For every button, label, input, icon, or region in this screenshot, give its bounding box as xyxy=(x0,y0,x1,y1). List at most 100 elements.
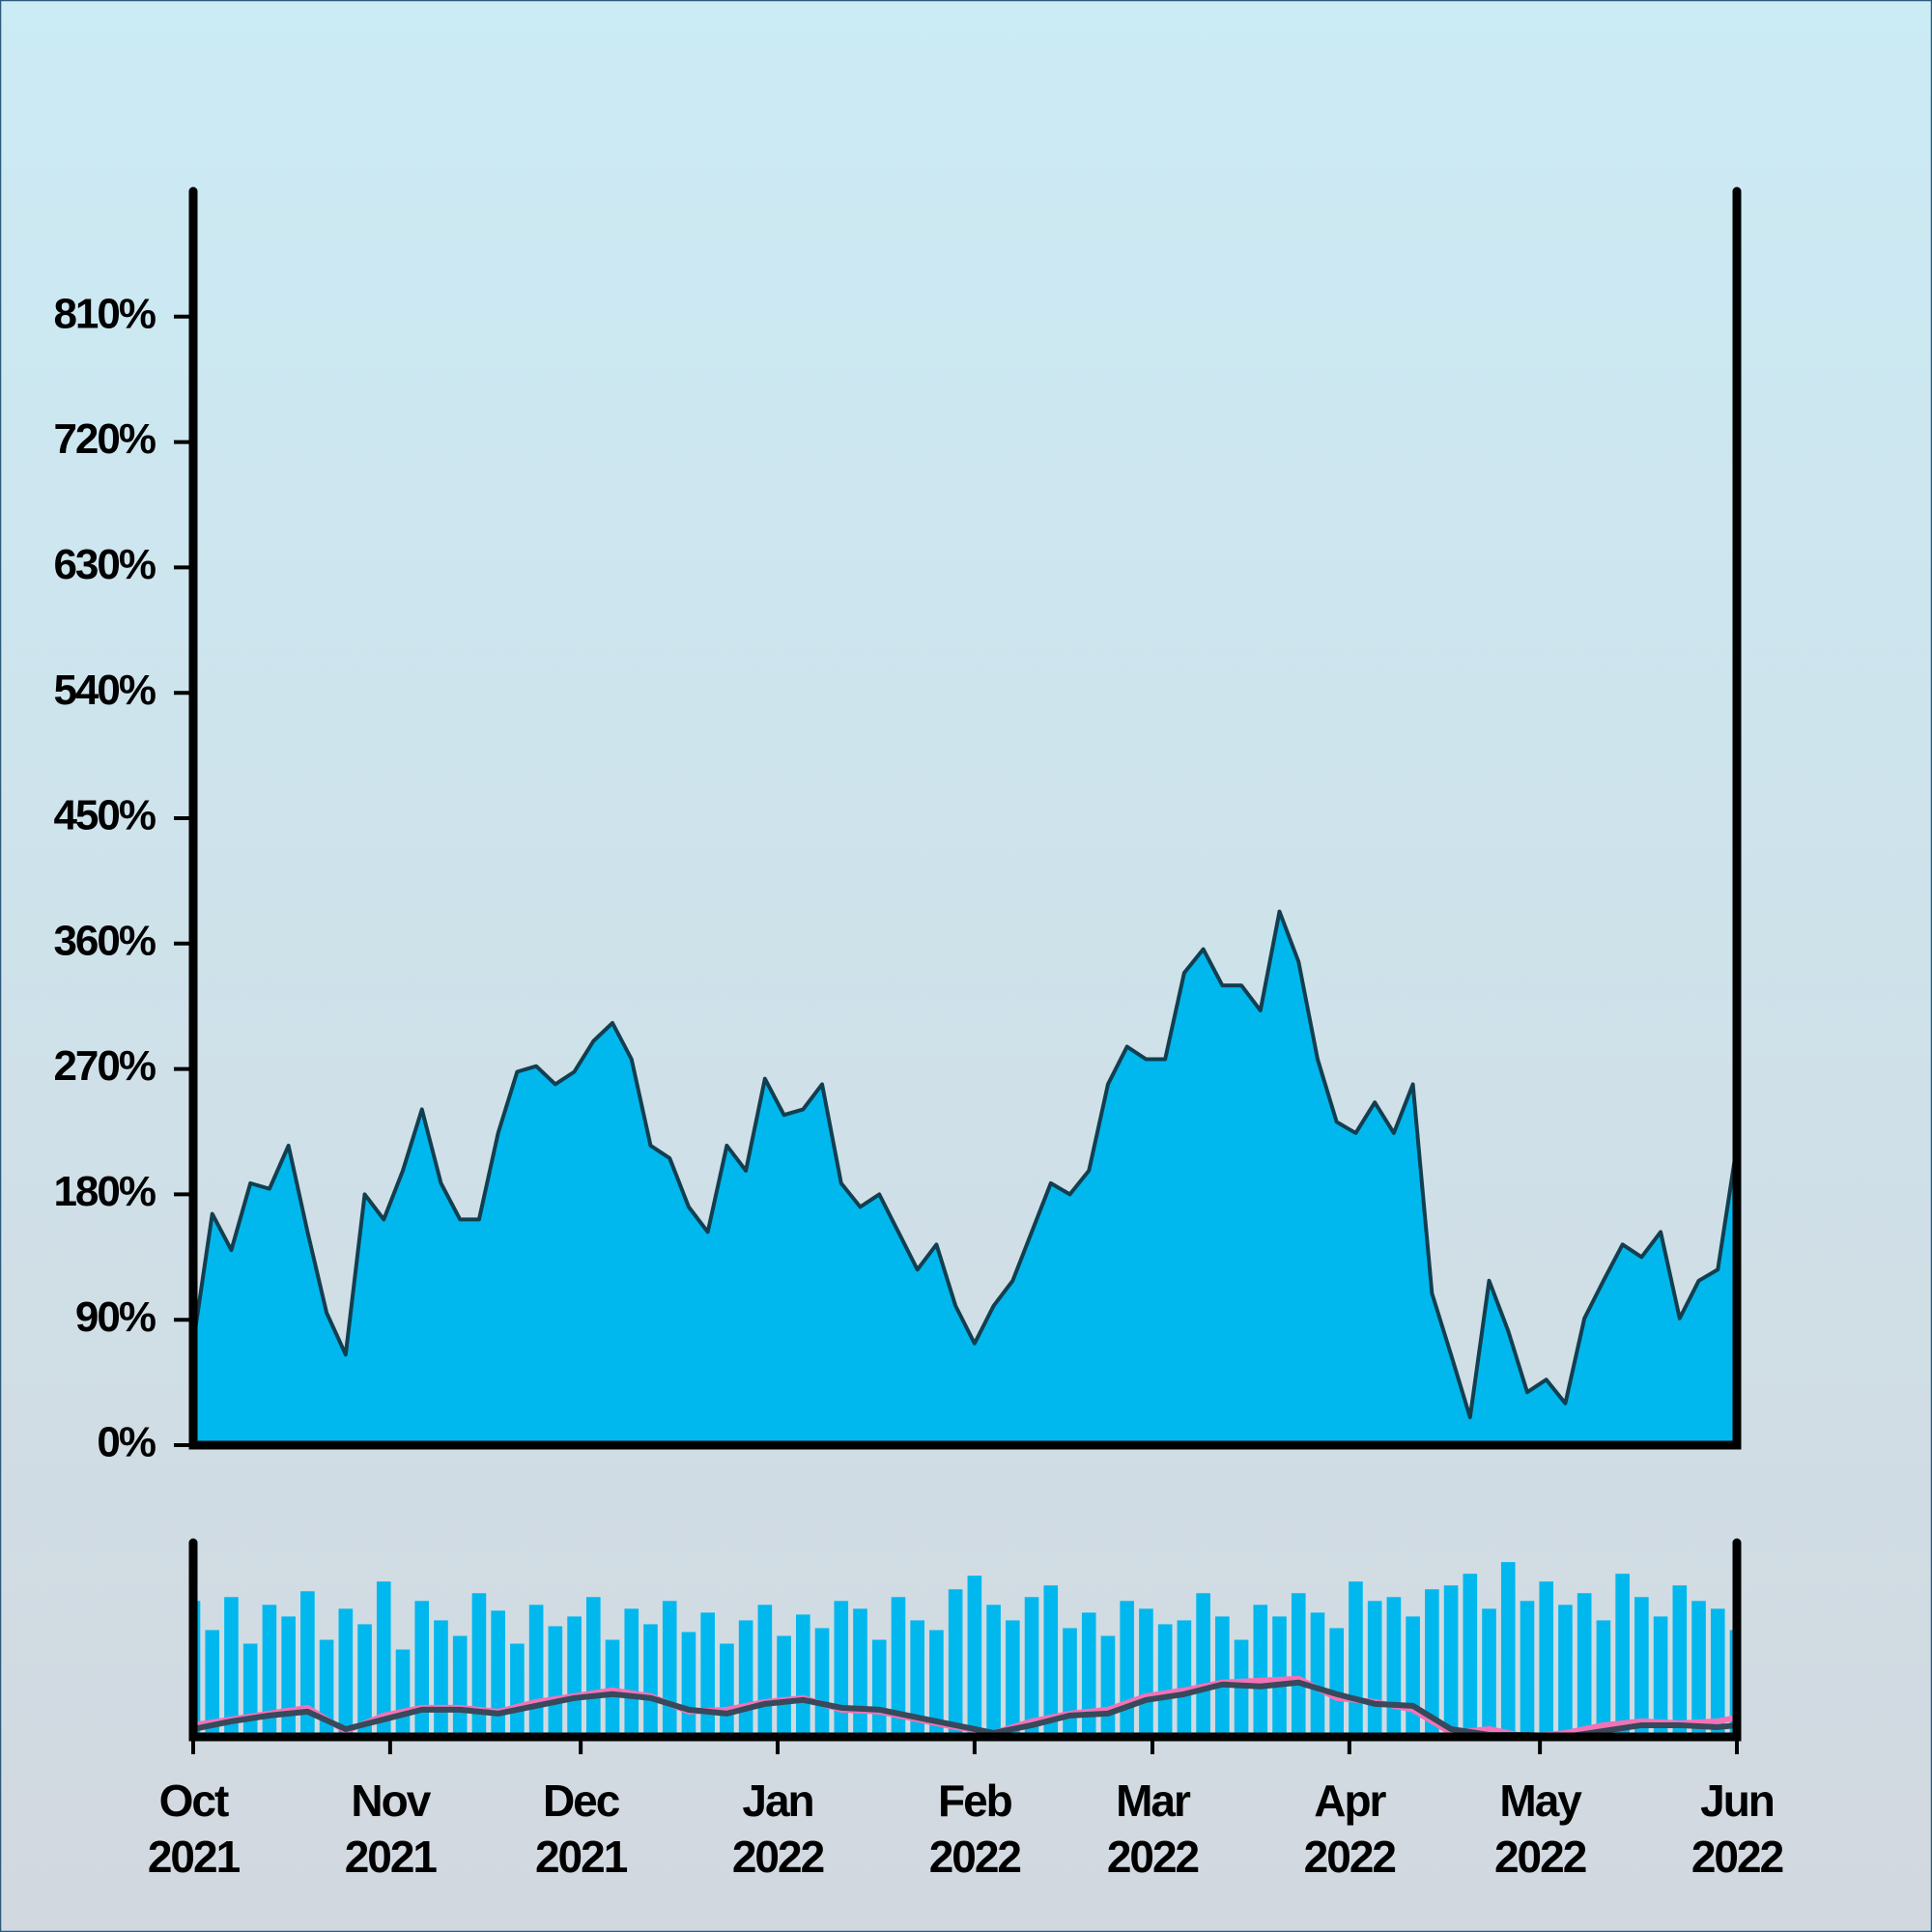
bar xyxy=(491,1610,505,1737)
bar xyxy=(871,1639,887,1737)
x-tick-label: Jan 2022 xyxy=(732,1776,824,1882)
bar xyxy=(1710,1608,1725,1737)
bar xyxy=(1406,1616,1420,1737)
bar xyxy=(281,1616,296,1737)
bar xyxy=(1215,1616,1230,1737)
bar xyxy=(510,1643,525,1737)
bar xyxy=(853,1608,867,1737)
x-tick-year: 2021 xyxy=(345,1832,438,1882)
bar xyxy=(1634,1597,1649,1737)
x-tick-label: Jun 2022 xyxy=(1691,1776,1783,1882)
bar xyxy=(414,1601,430,1737)
bar xyxy=(1081,1612,1096,1737)
frame xyxy=(188,186,1742,1450)
bar xyxy=(1653,1616,1668,1737)
bar xyxy=(1253,1605,1268,1737)
x-tick-month: May xyxy=(1499,1776,1582,1826)
bar xyxy=(681,1632,696,1737)
bar xyxy=(1100,1635,1116,1737)
bar xyxy=(319,1639,334,1737)
bar xyxy=(1329,1628,1345,1737)
bar xyxy=(1672,1585,1688,1737)
bar xyxy=(548,1626,563,1737)
bar xyxy=(1006,1620,1020,1737)
bar xyxy=(814,1628,830,1737)
bar xyxy=(1177,1620,1192,1737)
bar xyxy=(395,1649,411,1737)
bar xyxy=(1482,1608,1496,1737)
x-tick-month: Dec xyxy=(543,1776,620,1826)
x-tick-month: Mar xyxy=(1116,1776,1191,1826)
bar xyxy=(1063,1628,1077,1737)
x-tick-year: 2022 xyxy=(732,1832,824,1882)
y-tick-label: 270% xyxy=(53,1042,155,1090)
y-tick-label: 810% xyxy=(53,290,155,337)
bar xyxy=(567,1616,582,1737)
sub-panel: Oct 2021 Nov 2021 Dec 2021 Jan 2022 Feb 2022 Mar 20… xyxy=(148,1538,1785,1882)
bar xyxy=(1139,1608,1153,1737)
bar xyxy=(967,1576,982,1737)
x-tick-year: 2022 xyxy=(929,1832,1021,1882)
bar xyxy=(796,1614,810,1737)
x-tick-label: Apr 2022 xyxy=(1304,1776,1396,1882)
x-tick-label: Nov 2021 xyxy=(345,1776,438,1882)
bar xyxy=(1615,1574,1630,1737)
bar xyxy=(738,1620,753,1737)
bar xyxy=(1272,1616,1287,1737)
bar xyxy=(1234,1639,1249,1737)
bar xyxy=(224,1597,239,1737)
y-tick-label: 540% xyxy=(53,667,155,714)
bar xyxy=(1425,1589,1439,1737)
bar xyxy=(585,1597,601,1737)
bar xyxy=(1596,1620,1611,1737)
x-tick-month: Apr xyxy=(1314,1776,1386,1826)
bar xyxy=(834,1601,849,1737)
bar xyxy=(1349,1581,1363,1737)
x-tick-year: 2022 xyxy=(1691,1832,1783,1882)
y-tick-label: 630% xyxy=(53,541,155,588)
x-tick-year: 2022 xyxy=(1107,1832,1199,1882)
sub-plot xyxy=(193,1562,1737,1737)
x-tick-year: 2021 xyxy=(148,1832,241,1882)
bar xyxy=(452,1635,468,1737)
x-tick-year: 2022 xyxy=(1304,1832,1396,1882)
x-tick-month: Oct xyxy=(159,1776,229,1826)
bar xyxy=(1157,1624,1173,1737)
x-tick-month: Feb xyxy=(938,1776,1012,1826)
y-tick-label: 360% xyxy=(53,917,155,964)
bar xyxy=(662,1601,677,1737)
bar xyxy=(1520,1601,1535,1737)
bar xyxy=(1024,1597,1039,1737)
bar xyxy=(1443,1585,1459,1737)
bar xyxy=(528,1605,544,1737)
y-tick-label: 180% xyxy=(53,1168,155,1215)
bar xyxy=(1558,1605,1573,1737)
bar xyxy=(986,1605,1001,1737)
bar xyxy=(720,1643,734,1737)
area xyxy=(193,911,1737,1445)
x-tick-year: 2022 xyxy=(1494,1832,1586,1882)
x-tick-month: Jun xyxy=(1700,1776,1774,1826)
x-tick-label: Dec 2021 xyxy=(535,1776,628,1882)
bar xyxy=(1196,1593,1210,1737)
x-tick-month: Jan xyxy=(742,1776,812,1826)
bar xyxy=(643,1624,658,1737)
line xyxy=(191,909,1739,1420)
bar xyxy=(376,1581,391,1737)
y-tick-label: 0% xyxy=(97,1419,155,1466)
bar xyxy=(338,1608,354,1737)
bar xyxy=(1291,1593,1306,1737)
x-tick-month: Nov xyxy=(351,1776,431,1826)
x-tick-label: May 2022 xyxy=(1494,1776,1586,1882)
y-tick-label: 720% xyxy=(53,415,155,463)
bar xyxy=(910,1620,924,1737)
x-tick-label: Oct 2021 xyxy=(148,1776,241,1882)
frame xyxy=(188,1538,1742,1742)
bar xyxy=(929,1630,944,1737)
bar xyxy=(700,1612,715,1737)
bar xyxy=(1539,1581,1554,1737)
bar xyxy=(1386,1597,1402,1737)
